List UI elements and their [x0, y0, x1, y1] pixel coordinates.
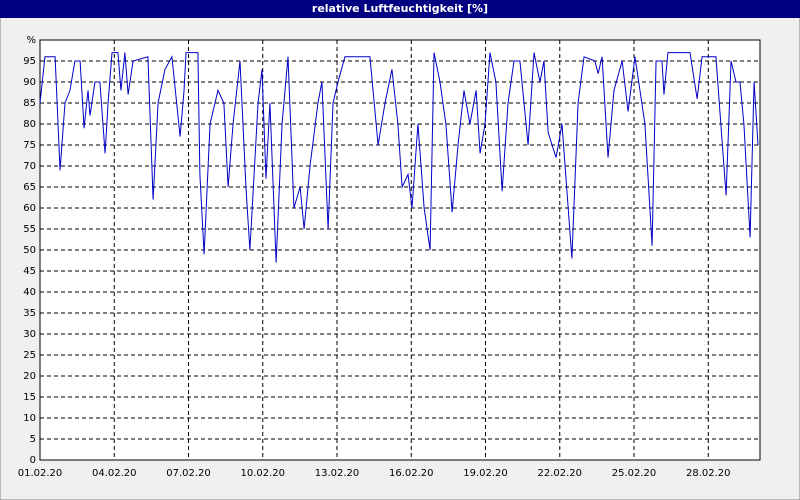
y-tick-label: 0 — [30, 455, 36, 466]
y-tick-label: % — [26, 35, 36, 46]
x-tick-label: 10.02.20 — [240, 468, 285, 479]
y-tick-label: 70 — [23, 161, 36, 172]
x-tick-label: 22.02.20 — [538, 468, 583, 479]
x-tick-label: 07.02.20 — [166, 468, 211, 479]
x-tick-label: 01.02.20 — [18, 468, 63, 479]
x-tick-label: 28.02.20 — [686, 468, 731, 479]
y-tick-label: 75 — [23, 140, 36, 151]
y-tick-label: 45 — [23, 266, 36, 277]
y-tick-label: 40 — [23, 287, 36, 298]
y-tick-label: 60 — [23, 203, 36, 214]
y-tick-label: 55 — [23, 224, 36, 235]
y-tick-label: 10 — [23, 413, 36, 424]
y-tick-label: 25 — [23, 350, 36, 361]
humidity-line — [39, 52, 759, 263]
y-tick-label: 80 — [23, 119, 36, 130]
y-tick-label: 35 — [23, 308, 36, 319]
chart-title: relative Luftfeuchtigkeit [%] — [312, 2, 488, 15]
x-tick-label: 04.02.20 — [92, 468, 137, 479]
x-tick-label: 13.02.20 — [315, 468, 360, 479]
x-tick-label: 16.02.20 — [389, 468, 434, 479]
y-tick-label: 15 — [23, 392, 36, 403]
title-bar — [0, 0, 800, 18]
x-tick-label: 25.02.20 — [612, 468, 657, 479]
y-tick-label: 5 — [30, 434, 36, 445]
y-tick-label: 65 — [23, 182, 36, 193]
y-tick-label: 30 — [23, 329, 36, 340]
x-tick-label: 19.02.20 — [463, 468, 508, 479]
y-tick-label: 20 — [23, 371, 36, 382]
y-tick-label: 85 — [23, 98, 36, 109]
y-tick-label: 50 — [23, 245, 36, 256]
y-tick-label: 95 — [23, 56, 36, 67]
y-tick-label: 90 — [23, 77, 36, 88]
